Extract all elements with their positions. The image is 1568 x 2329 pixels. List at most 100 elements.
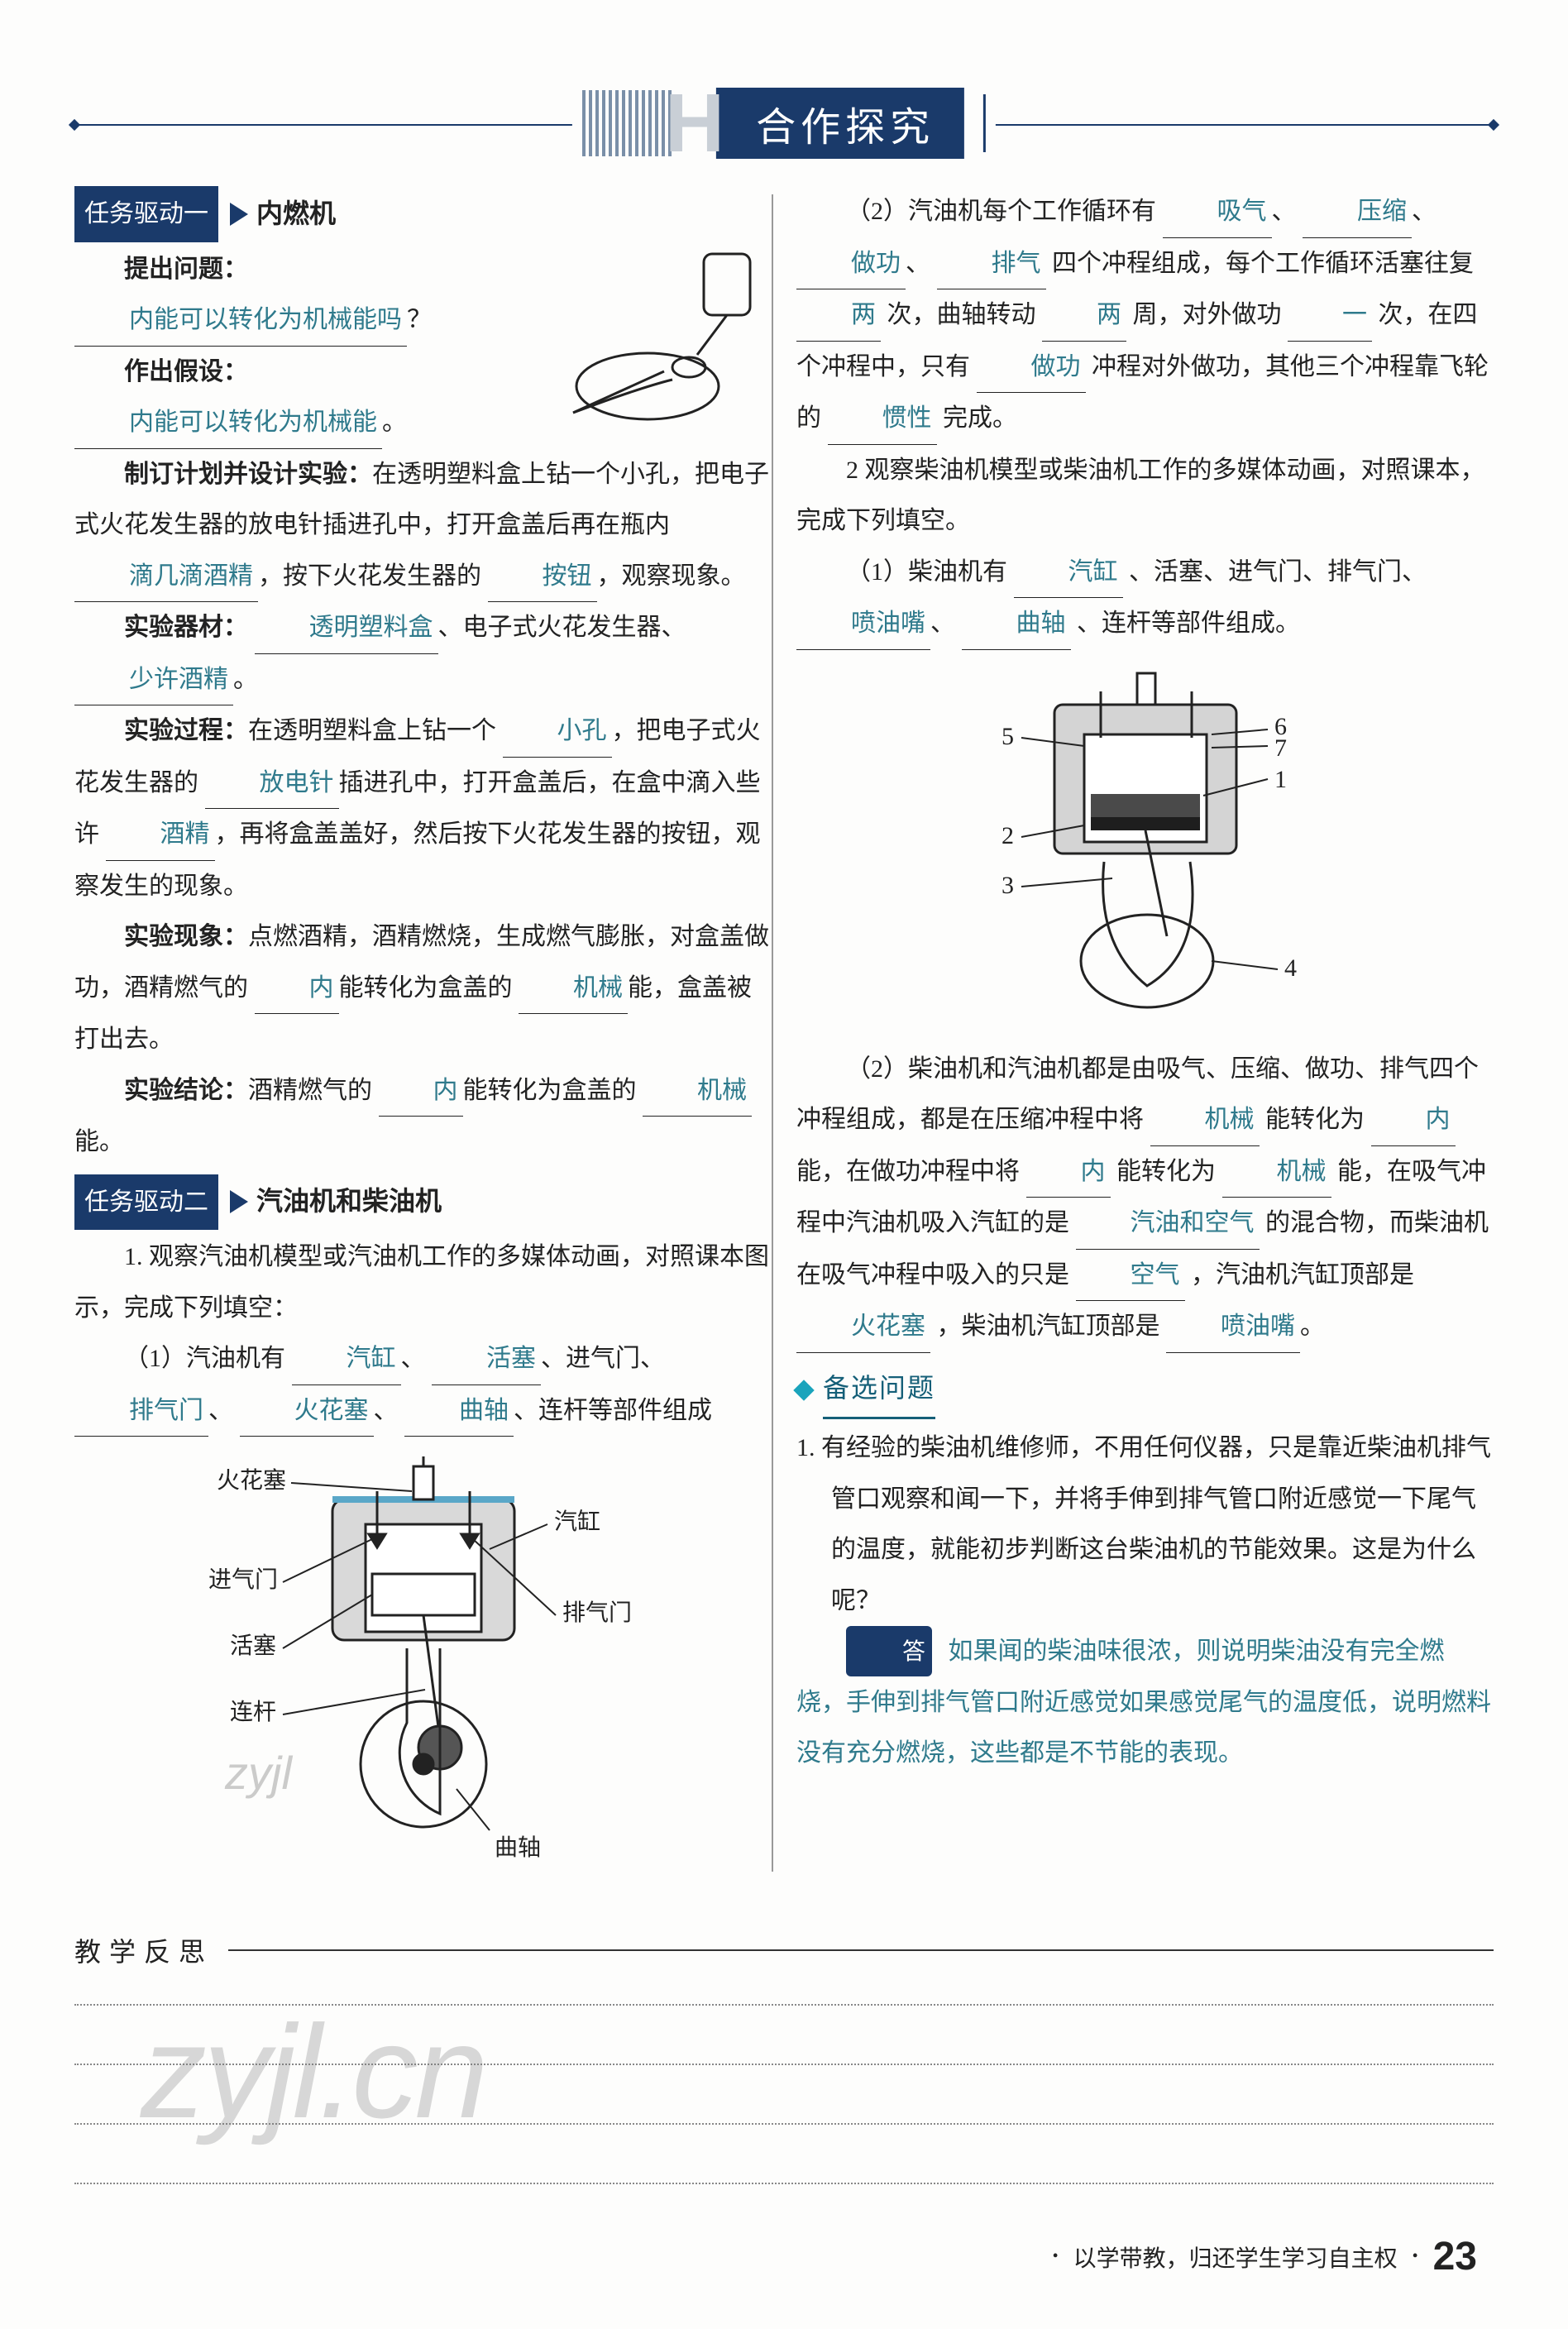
optional-question: 1. 有经验的柴油机维修师，不用任何仪器，只是靠近柴油机排气管口观察和闻一下，并… bbox=[796, 1423, 1494, 1626]
plan-label: 制订计划并设计实验： bbox=[124, 461, 372, 488]
page-number: 23 bbox=[1433, 2234, 1477, 2279]
task1-badge: 任务驱动一 bbox=[74, 186, 218, 242]
proc-paragraph: 实验过程：在透明塑料盒上钻一个 小孔，把电子式火花发生器的 放电针插进孔中，打开… bbox=[74, 705, 772, 911]
phen-text2: 能转化为盒盖的 bbox=[339, 974, 513, 1002]
fig1-rod: 连杆 bbox=[230, 1699, 276, 1725]
reflection-section: 教学反思 zyjl.cn bbox=[74, 1916, 1494, 2184]
d2-text2: 能转化为 bbox=[1265, 1106, 1365, 1133]
proc-blank1: 小孔 bbox=[503, 705, 612, 758]
g1-blank3: 排气门 bbox=[74, 1385, 208, 1437]
fig2-n4: 4 bbox=[1284, 954, 1297, 982]
g2-blank9: 惯性 bbox=[828, 393, 937, 445]
phen-blank1: 内 bbox=[255, 963, 339, 1015]
hypothesis-label: 作出假设： bbox=[124, 358, 248, 385]
d2-blank5: 汽油和空气 bbox=[1076, 1198, 1260, 1250]
d1-text2: 、活塞、进气门、排气门、 bbox=[1129, 558, 1427, 586]
d2-blank4: 机械 bbox=[1222, 1146, 1331, 1198]
task-arrow-icon bbox=[230, 1190, 248, 1213]
g2-blank4: 排气 bbox=[937, 238, 1046, 290]
g1-text1: （1）汽油机有 bbox=[124, 1345, 285, 1372]
right-column: （2）汽油机每个工作循环有 吸气、 压缩、 做功、 排气 四个冲程组成，每个工作… bbox=[796, 186, 1494, 1880]
fig1-intake: 进气门 bbox=[208, 1566, 278, 1593]
reflection-lines: zyjl.cn bbox=[74, 2004, 1494, 2184]
spark-bottle-figure bbox=[557, 247, 772, 438]
d2-blank1: 机械 bbox=[1150, 1094, 1260, 1146]
gasoline-engine-figure: 火花塞 汽缸 进气门 排气门 活塞 连杆 曲轴 zyjl bbox=[192, 1442, 655, 1872]
g1-blank1: 汽缸 bbox=[292, 1333, 401, 1385]
equip-label: 实验器材： bbox=[124, 614, 248, 641]
g1-paragraph: （1）汽油机有 汽缸、 活塞、进气门、 排气门、 火花塞、 曲轴、连杆等部件组成 bbox=[74, 1333, 772, 1437]
footer-dot: • bbox=[1053, 2247, 1059, 2266]
left-column: 任务驱动一 内燃机 提出问题： 内能可以转化为机械能吗？ bbox=[74, 186, 772, 1880]
equip-blank1: 透明塑料盒 bbox=[255, 602, 438, 654]
header-glyph: H bbox=[665, 82, 724, 165]
d1-blank1: 汽缸 bbox=[1014, 547, 1123, 599]
page-footer: • 以学带教，归还学生学习自主权 • 23 bbox=[1053, 2234, 1477, 2279]
proc-blank3: 酒精 bbox=[106, 809, 215, 861]
diamond-icon bbox=[793, 1380, 814, 1400]
obs1-lead: 1. 观察汽油机模型或汽油机工作的多媒体动画，对照课本图示，完成下列填空： bbox=[74, 1231, 772, 1333]
d2-blank8: 喷油嘴 bbox=[1166, 1301, 1300, 1353]
d1-blank2: 喷油嘴 bbox=[796, 598, 930, 650]
footer-dot: • bbox=[1413, 2247, 1418, 2266]
g2-blank3: 做功 bbox=[796, 238, 906, 290]
g1-text3: 、连杆等部件组成 bbox=[514, 1397, 712, 1424]
g2-blank5: 两 bbox=[796, 289, 881, 342]
fig1-sparkplug: 火花塞 bbox=[217, 1467, 286, 1494]
diesel-engine-figure: 5 6 7 1 2 3 4 bbox=[930, 655, 1360, 1035]
footer-motto: 以学带教，归还学生学习自主权 bbox=[1073, 2241, 1398, 2274]
optional-header: 备选问题 bbox=[796, 1361, 1494, 1420]
proc-text1: 在透明塑料盒上钻一个 bbox=[248, 717, 496, 744]
d2-blank7: 火花塞 bbox=[796, 1301, 930, 1353]
concl-text1: 酒精燃气的 bbox=[248, 1077, 372, 1104]
equip-text1: 、电子式火花发生器、 bbox=[438, 614, 686, 641]
g2-text3: 次，曲轴转动 bbox=[887, 301, 1036, 328]
plan-blank2: 按钮 bbox=[488, 551, 597, 603]
phen-blank2: 机械 bbox=[519, 963, 628, 1015]
g1-blank4: 火花塞 bbox=[240, 1385, 374, 1437]
d2-paragraph: （2）柴油机和汽油机都是由吸气、压缩、做功、排气四个冲程组成，都是在压缩冲程中将… bbox=[796, 1044, 1494, 1353]
fig2-n1: 1 bbox=[1274, 766, 1287, 793]
d2-blank2: 内 bbox=[1371, 1094, 1456, 1146]
concl-text2: 能转化为盒盖的 bbox=[463, 1077, 637, 1104]
g2-text1: （2）汽油机每个工作循环有 bbox=[846, 198, 1156, 225]
header-end-bar bbox=[978, 94, 986, 152]
d1-text3: 、连杆等部件组成。 bbox=[1077, 610, 1300, 637]
plan-text3: ，观察现象。 bbox=[597, 562, 746, 590]
task2-label: 任务驱动二 汽油机和柴油机 bbox=[74, 1174, 442, 1231]
d2-text4: 能转化为 bbox=[1116, 1158, 1216, 1185]
answer-paragraph: 答 如果闻的柴油味很浓，则说明柴油没有完全燃烧，手伸到排气管口附近感觉如果感觉尾… bbox=[796, 1626, 1494, 1779]
fig2-n3: 3 bbox=[1002, 872, 1014, 899]
concl-blank2: 机械 bbox=[643, 1065, 752, 1117]
d1-paragraph: （1）柴油机有 汽缸 、活塞、进气门、排气门、 喷油嘴、 曲轴 、连杆等部件组成… bbox=[796, 547, 1494, 650]
fig1-cylinder: 汽缸 bbox=[554, 1509, 600, 1535]
proc-blank2: 放电针 bbox=[205, 758, 339, 810]
header-label: 合作探究 bbox=[716, 88, 964, 159]
concl-text3: 能。 bbox=[74, 1128, 124, 1155]
g1-blank2: 活塞 bbox=[432, 1333, 541, 1385]
equip-paragraph: 实验器材： 透明塑料盒、电子式火花发生器、 少许酒精。 bbox=[74, 602, 772, 705]
d2-text7: ，汽油机汽缸顶部是 bbox=[1191, 1261, 1414, 1289]
fig2-n7: 7 bbox=[1274, 734, 1287, 762]
svg-text:zyjl: zyjl bbox=[224, 1747, 293, 1799]
proc-label: 实验过程： bbox=[124, 717, 248, 744]
fig1-piston: 活塞 bbox=[230, 1633, 276, 1659]
fig1-exhaust: 排气门 bbox=[562, 1600, 632, 1626]
header-tile: H 合作探究 bbox=[572, 82, 996, 165]
d2-text3: 能，在做功冲程中将 bbox=[796, 1158, 1020, 1185]
g2-blank2: 压缩 bbox=[1303, 186, 1412, 238]
task1-title: 内燃机 bbox=[256, 187, 336, 242]
g1-blank5: 曲轴 bbox=[404, 1385, 514, 1437]
fig2-n2: 2 bbox=[1002, 822, 1014, 849]
plan-blank1: 滴几滴酒精 bbox=[74, 551, 258, 603]
g2-text7: 完成。 bbox=[943, 404, 1017, 432]
fig2-n5: 5 bbox=[1002, 723, 1014, 750]
plan-paragraph: 制订计划并设计实验：在透明塑料盒上钻一个小孔，把电子式火花发生器的放电针插进孔中… bbox=[74, 449, 772, 603]
task2-badge: 任务驱动二 bbox=[74, 1174, 218, 1231]
g1-text2: 、进气门、 bbox=[541, 1345, 665, 1372]
equip-blank2: 少许酒精 bbox=[74, 654, 233, 706]
question-label: 提出问题： bbox=[124, 256, 248, 283]
phen-paragraph: 实验现象：点燃酒精，酒精燃烧，生成燃气膨胀，对盒盖做功，酒精燃气的 内能转化为盒… bbox=[74, 911, 772, 1065]
question-blank: 内能可以转化为机械能吗 bbox=[74, 294, 407, 347]
g2-text2: 四个冲程组成，每个工作循环活塞往复 bbox=[1052, 250, 1474, 277]
